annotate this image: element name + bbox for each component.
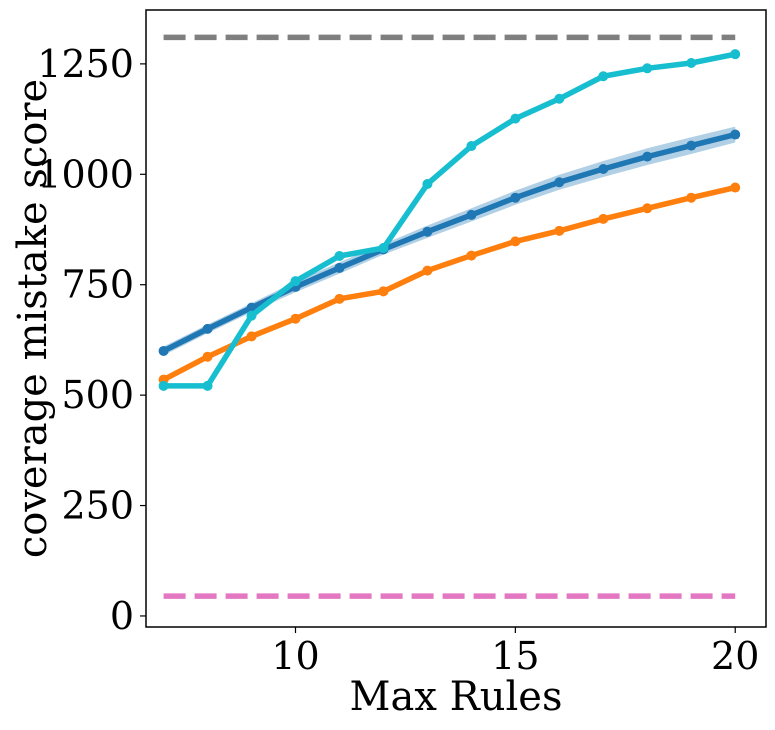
- data-point: [554, 177, 565, 188]
- data-point: [246, 310, 257, 321]
- data-point: [510, 236, 521, 247]
- series-2: [158, 182, 741, 385]
- data-point: [510, 113, 521, 124]
- y-tick-label: 1250: [37, 42, 134, 86]
- data-point: [378, 243, 389, 254]
- data-point: [642, 203, 653, 214]
- data-point: [730, 182, 741, 193]
- x-axis-label: Max Rules: [350, 674, 563, 720]
- y-axis-label: coverage mistake score: [10, 79, 56, 558]
- data-point: [642, 151, 653, 162]
- data-point: [422, 226, 433, 237]
- data-point: [730, 49, 741, 60]
- data-point: [202, 323, 213, 334]
- data-point: [554, 225, 565, 236]
- series-line: [162, 184, 736, 383]
- data-point: [246, 331, 257, 342]
- data-point: [334, 262, 345, 273]
- series-3: [158, 49, 741, 391]
- data-point: [158, 345, 169, 356]
- series-line: [163, 51, 736, 389]
- data-point: [554, 93, 565, 104]
- axis-layer: 10 15 20 0 250 500 750 1000 1250: [37, 42, 759, 678]
- data-point: [598, 163, 609, 174]
- series-layer: [158, 34, 741, 599]
- plot-frame: [145, 9, 767, 628]
- data-point: [290, 313, 301, 324]
- data-point: [686, 140, 697, 151]
- data-point: [686, 192, 697, 203]
- data-point: [730, 129, 741, 140]
- data-point: [598, 213, 609, 224]
- data-point: [686, 57, 697, 68]
- y-tick-label: 1000: [37, 152, 134, 196]
- x-tick-label: 15: [491, 634, 539, 678]
- data-point: [466, 250, 477, 261]
- y-tick-label: 500: [61, 373, 134, 417]
- data-point: [334, 293, 345, 304]
- data-point: [642, 63, 653, 74]
- data-point: [466, 209, 477, 220]
- data-point: [202, 380, 213, 391]
- x-tick-label: 20: [711, 634, 759, 678]
- data-point: [378, 286, 389, 297]
- data-point: [158, 380, 169, 391]
- data-point: [422, 265, 433, 276]
- y-tick-label: 750: [61, 263, 134, 307]
- y-tick-label: 250: [61, 484, 134, 528]
- series-line: [162, 131, 736, 354]
- data-point: [290, 276, 301, 287]
- data-point: [510, 192, 521, 203]
- data-point: [202, 351, 213, 362]
- data-point: [422, 179, 433, 190]
- data-point: [334, 251, 345, 262]
- data-point: [466, 141, 477, 152]
- data-point: [598, 71, 609, 82]
- x-tick-label: 10: [271, 634, 319, 678]
- y-tick-label: 0: [110, 594, 134, 638]
